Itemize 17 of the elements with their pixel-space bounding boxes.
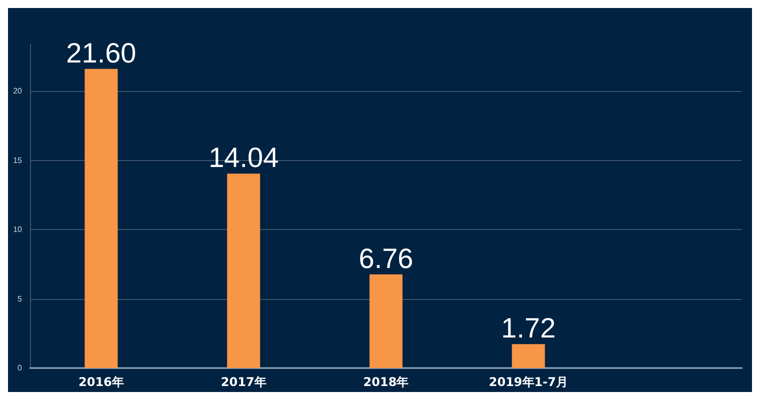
x-tick-label: 2016年 — [78, 375, 124, 389]
x-tick-label: 2019年1-7月 — [488, 375, 568, 389]
y-tick-label: 15 — [13, 156, 23, 165]
data-label: 21.60 — [66, 37, 136, 68]
y-tick-label: 10 — [13, 225, 23, 234]
y-tick-label: 5 — [18, 294, 23, 304]
bar — [370, 274, 402, 368]
bar — [84, 68, 118, 368]
x-tick-label: 2018年 — [363, 375, 409, 389]
data-label: 14.04 — [208, 142, 279, 174]
bar — [512, 344, 545, 368]
data-label: 6.76 — [358, 242, 414, 274]
y-tick-label: 0 — [18, 364, 23, 372]
data-label: 1.72 — [501, 312, 556, 344]
y-tick-label: 20 — [13, 86, 23, 96]
bar — [227, 174, 260, 368]
x-tick-label: 2017年 — [220, 375, 266, 389]
